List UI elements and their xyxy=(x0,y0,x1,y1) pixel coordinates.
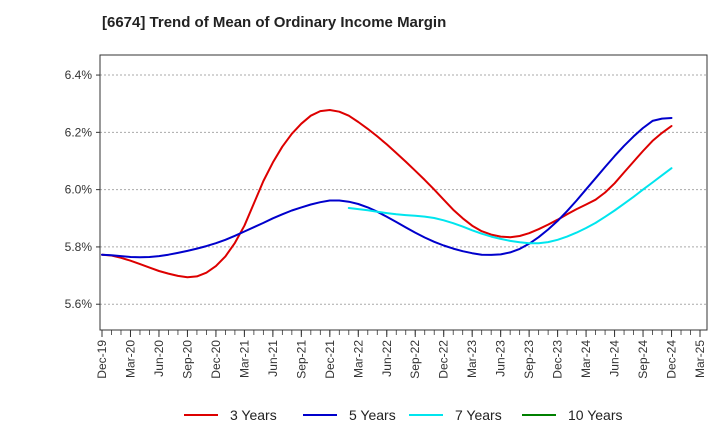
x-tick-label: Dec-23 xyxy=(551,340,565,379)
x-tick-label: Jun-22 xyxy=(380,340,394,377)
x-tick-label: Mar-24 xyxy=(579,340,593,378)
x-tick-label: Dec-19 xyxy=(95,340,109,379)
x-tick-label: Jun-20 xyxy=(152,340,166,377)
x-tick-label: Dec-24 xyxy=(665,340,679,379)
series-line-3-years xyxy=(101,109,673,279)
x-tick-label: Mar-21 xyxy=(237,340,251,378)
x-tick-label: Sep-23 xyxy=(522,340,536,379)
legend-swatch xyxy=(303,414,337,416)
legend-item-5-years: 5 Years xyxy=(303,405,396,425)
x-tick-label: Dec-21 xyxy=(323,340,337,379)
legend-label: 7 Years xyxy=(455,407,502,423)
y-tick-label: 5.8% xyxy=(65,240,93,254)
x-tick-label: Mar-20 xyxy=(123,340,137,378)
legend-label: 5 Years xyxy=(349,407,396,423)
x-tick-label: Sep-21 xyxy=(294,340,308,379)
x-tick-label: Mar-23 xyxy=(465,340,479,378)
x-tick-label: Mar-22 xyxy=(351,340,365,378)
legend-label: 3 Years xyxy=(230,407,277,423)
x-tick-label: Mar-25 xyxy=(693,340,707,378)
legend-label: 10 Years xyxy=(568,407,623,423)
x-tick-label: Jun-24 xyxy=(608,340,622,377)
x-axis: Dec-19 Mar-20 Jun-20 Sep-20 Dec-20 Mar-21 Jun-… xyxy=(95,330,707,379)
y-tick-label: 6.4% xyxy=(65,68,93,82)
chart-title: [6674] Trend of Mean of Ordinary Income … xyxy=(102,14,447,31)
y-axis: 5.6% 5.8% 6.0% 6.2% 6.4% xyxy=(65,68,100,311)
x-tick-label: Sep-22 xyxy=(408,340,422,379)
series-line-7-years xyxy=(347,167,673,245)
series-line-5-years xyxy=(101,117,673,259)
legend-swatch xyxy=(522,414,556,416)
x-tick-label: Jun-23 xyxy=(494,340,508,377)
legend: 3 Years 5 Years 7 Years 10 Years xyxy=(0,405,720,425)
x-tick-label: Sep-20 xyxy=(180,340,194,379)
gridlines xyxy=(100,74,707,305)
x-tick-label: Dec-22 xyxy=(437,340,451,379)
legend-item-3-years: 3 Years xyxy=(184,405,277,425)
y-tick-label: 5.6% xyxy=(65,297,93,311)
y-tick-label: 6.0% xyxy=(65,183,93,197)
legend-item-10-years: 10 Years xyxy=(522,405,623,425)
legend-swatch xyxy=(409,414,443,416)
y-tick-label: 6.2% xyxy=(65,125,93,139)
x-tick-label: Sep-24 xyxy=(636,340,650,379)
x-tick-label: Jun-21 xyxy=(266,340,280,377)
legend-swatch xyxy=(184,414,218,416)
plot-area-frame xyxy=(99,54,708,331)
legend-item-7-years: 7 Years xyxy=(409,405,502,425)
series-lines xyxy=(101,109,673,279)
x-tick-label: Dec-20 xyxy=(209,340,223,379)
